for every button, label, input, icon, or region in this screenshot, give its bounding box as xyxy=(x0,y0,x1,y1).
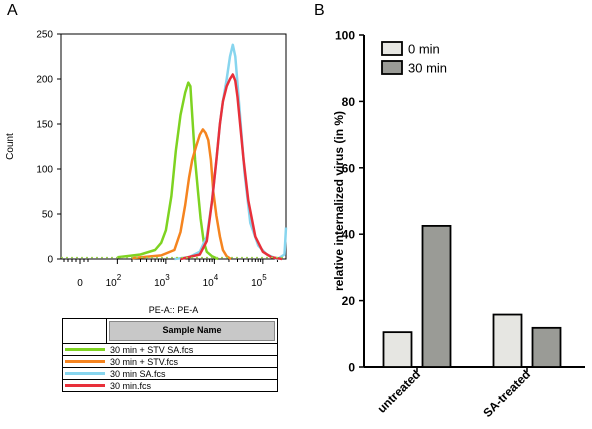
bar xyxy=(492,313,523,368)
legend-table-blank-cell xyxy=(63,319,107,343)
x-tick-label: 102 xyxy=(106,273,122,289)
legend-label: 30 min.fcs xyxy=(110,380,152,391)
y-tick-label: 60 xyxy=(342,161,356,175)
legend-swatch xyxy=(65,384,105,387)
y-tick-label: 40 xyxy=(342,228,356,242)
x-tick-label: 0 xyxy=(77,278,83,289)
x-tick-label: 105 xyxy=(251,273,267,289)
legend-label: 30 min SA.fcs xyxy=(110,368,166,379)
legend-row: 30 min SA.fcs xyxy=(62,368,278,380)
y-tick-label: 50 xyxy=(42,210,54,221)
legend-swatch xyxy=(381,41,403,56)
bar xyxy=(382,331,413,368)
bar xyxy=(421,224,452,368)
bar xyxy=(531,326,562,368)
y-tick-label: 100 xyxy=(335,29,355,43)
legend-swatch xyxy=(65,372,105,375)
x-axis-label: PE-A:: PE-A xyxy=(149,305,199,315)
legend-swatch xyxy=(65,348,105,351)
legend-label: 30 min + STV.fcs xyxy=(110,356,178,367)
plot-frame xyxy=(60,33,287,260)
legend-label: 0 min xyxy=(408,42,440,57)
y-tick-label: 20 xyxy=(342,294,356,308)
y-tick-label: 80 xyxy=(342,95,356,109)
y-tick-label: 200 xyxy=(36,75,53,86)
x-tick-label: 103 xyxy=(154,273,170,289)
x-tick-label: SA-treated xyxy=(480,367,533,420)
legend-swatch xyxy=(65,360,105,363)
y-axis-label: relative internalized virus (in %) xyxy=(332,111,346,291)
legend-label: 30 min xyxy=(408,61,447,76)
legend-row: 30 min.fcs xyxy=(62,380,278,392)
y-tick-label: 250 xyxy=(36,30,53,41)
x-tick-label: untreated xyxy=(375,367,424,416)
y-axis-label: Count xyxy=(5,133,16,160)
legend-row: 30 min + STV.fcs xyxy=(62,356,278,368)
legend-row: 30 min + STV SA.fcs xyxy=(62,344,278,356)
y-tick-label: 100 xyxy=(36,165,53,176)
series-line xyxy=(131,128,232,261)
legend-table-title: Sample Name xyxy=(109,321,275,341)
y-tick-label: 0 xyxy=(47,255,53,266)
legend-table-header: Sample Name xyxy=(62,318,278,344)
legend-swatch xyxy=(381,60,403,75)
panel-a-letter: A xyxy=(7,2,18,19)
x-tick-label: 104 xyxy=(203,273,219,289)
legend-label: 30 min + STV SA.fcs xyxy=(110,344,194,355)
panel-b-letter: B xyxy=(314,2,325,19)
sample-legend-table: Sample Name 30 min + STV SA.fcs 30 min +… xyxy=(62,318,278,392)
y-tick-label: 0 xyxy=(348,361,355,375)
series-line xyxy=(180,73,283,261)
y-tick-label: 150 xyxy=(36,120,53,131)
